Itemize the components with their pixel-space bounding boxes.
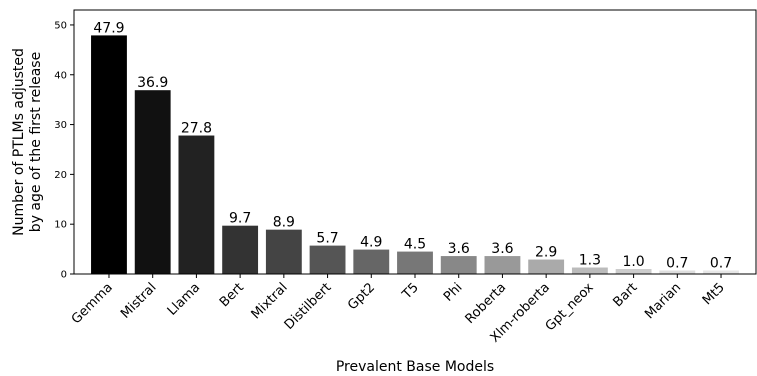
value-labels-group: 47.9 36.9 27.8 9.7 8.9 5.7 4.9 4.5 3.6 3.6 2.9 1.3 1… <box>93 20 732 271</box>
bar-bert <box>222 225 259 274</box>
x-tick-label: Mixtral <box>249 280 291 322</box>
x-tick-label: Gpt_neox <box>543 280 597 334</box>
plot-frame <box>73 9 757 275</box>
value-label: 1.3 <box>579 253 601 269</box>
y-tick-label: 20 <box>54 170 67 181</box>
x-axis-label: Prevalent Base Models <box>336 359 494 375</box>
y-tick-label: 0 <box>61 270 67 281</box>
value-label: 4.5 <box>404 237 426 253</box>
x-tick-label: Marian <box>642 280 684 322</box>
bar-marian <box>659 270 696 274</box>
y-tick-label: 40 <box>54 70 67 81</box>
bar-bart <box>615 269 652 274</box>
value-label: 27.8 <box>181 121 212 137</box>
x-tick-label: Bert <box>217 280 247 310</box>
y-tick-label: 10 <box>54 220 67 231</box>
y-tick-label: 30 <box>54 120 67 131</box>
bar-llama <box>178 135 215 274</box>
value-label: 4.9 <box>360 235 382 251</box>
bar-roberta <box>484 256 521 274</box>
x-tick-label: Llama <box>165 280 204 319</box>
x-tick-label: Mt5 <box>700 280 728 308</box>
value-label: 1.0 <box>622 254 644 270</box>
x-tick-label: T5 <box>399 280 422 303</box>
bars-group <box>91 35 739 274</box>
value-label: 47.9 <box>93 20 124 36</box>
bar-phi <box>440 256 477 274</box>
x-tick-label: Bart <box>610 280 640 310</box>
x-tick-label: Gpt2 <box>345 280 378 313</box>
bar-mistral <box>134 90 171 274</box>
bar-distilbert <box>309 245 346 274</box>
bar-mt5 <box>703 270 739 274</box>
bar-t5 <box>397 251 433 274</box>
bar-gemma <box>91 35 127 274</box>
x-tick-label: Mistral <box>118 280 159 321</box>
value-label: 5.7 <box>316 231 338 247</box>
x-tick-label: Gemma <box>69 280 116 327</box>
value-label: 0.7 <box>710 256 732 272</box>
value-label: 36.9 <box>137 75 168 91</box>
bar-mixtral <box>265 229 302 274</box>
bar-gpt2 <box>353 249 390 274</box>
value-label: 3.6 <box>491 241 513 257</box>
x-tick-label: Phi <box>441 280 466 305</box>
value-label: 8.9 <box>273 215 295 231</box>
value-label: 2.9 <box>535 245 557 261</box>
bar-xlm-roberta <box>528 259 565 274</box>
bar-gpt_neox <box>571 267 608 274</box>
y-axis-label-line-2: by age of the first release <box>28 52 44 232</box>
y-axis-ticks: 0 10 20 30 40 50 <box>54 20 74 281</box>
y-tick-label: 50 <box>54 20 67 31</box>
x-tick-label: Distilbert <box>282 280 335 333</box>
value-label: 3.6 <box>448 241 470 257</box>
y-axis-label-line-1: Number of PTLMs adjusted <box>11 48 27 236</box>
value-label: 0.7 <box>666 256 688 272</box>
value-label: 9.7 <box>229 211 251 227</box>
